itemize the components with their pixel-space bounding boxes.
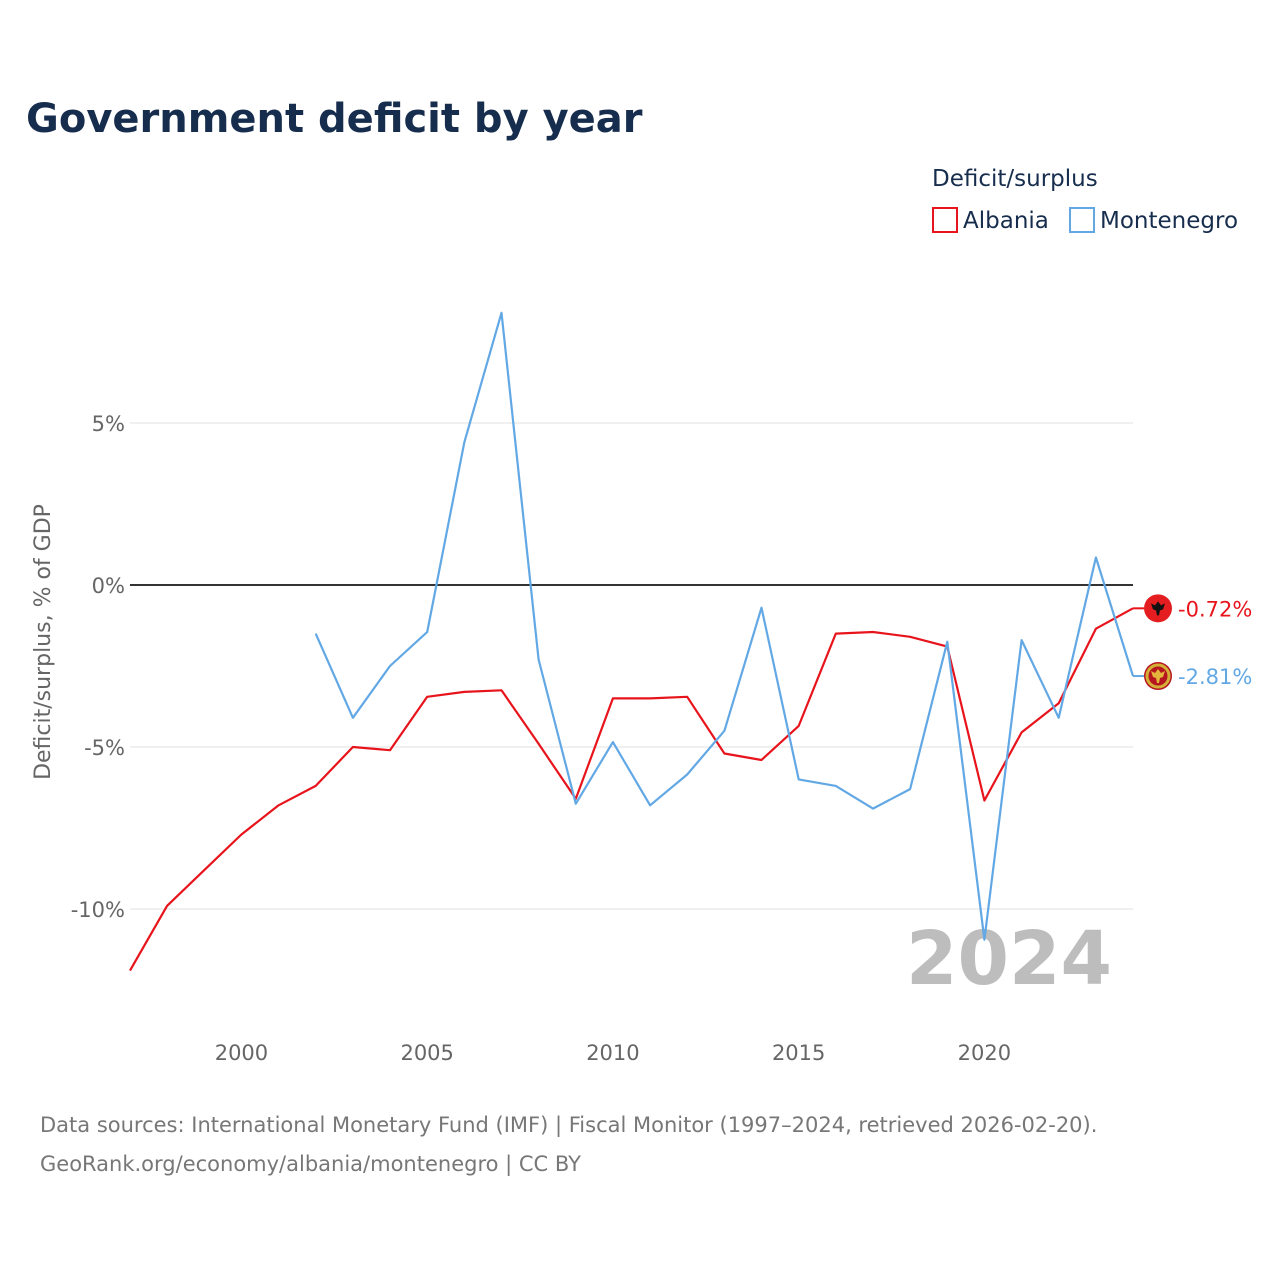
legend-label-albania: Albania — [963, 208, 1049, 234]
year-watermark: 2024 — [906, 916, 1112, 1002]
legend-label-montenegro: Montenegro — [1100, 208, 1238, 234]
chart-title: Government deficit by year — [26, 96, 643, 142]
montenegro-eagle-icon — [1151, 669, 1165, 684]
source-line-2[interactable]: GeoRank.org/economy/albania/montenegro |… — [40, 1152, 581, 1177]
y-tick-label: 5% — [92, 412, 125, 436]
legend-item-montenegro[interactable]: Montenegro — [1069, 207, 1238, 234]
gridlines — [130, 422, 1133, 910]
series-line-albania — [129, 607, 1134, 972]
legend-title: Deficit/surplus — [932, 166, 1098, 192]
y-tick-label: -10% — [71, 898, 125, 922]
series-lines — [129, 311, 1144, 972]
x-axis-ticks: 2000 2005 2010 2015 2020 — [215, 1041, 1011, 1065]
montenegro-end-label: -2.81% — [1178, 665, 1252, 689]
montenegro-flag-border — [1145, 663, 1171, 689]
x-tick-label: 2010 — [586, 1041, 639, 1065]
legend-swatch-albania — [932, 207, 958, 233]
albania-end-label: -0.72% — [1178, 597, 1252, 621]
y-tick-label: -5% — [84, 736, 125, 760]
y-axis-title: Deficit/surplus, % of GDP — [31, 504, 56, 780]
legend: Deficit/surplus Albania Montenegro — [932, 166, 1238, 234]
legend-swatch-montenegro — [1069, 207, 1095, 233]
albania-end-marker: -0.72% — [1144, 594, 1252, 623]
albania-eagle-icon — [1151, 601, 1165, 616]
series-montenegro — [314, 311, 1135, 941]
x-tick-label: 2020 — [958, 1041, 1011, 1065]
legend-item-albania[interactable]: Albania — [932, 207, 1049, 234]
y-tick-label: 0% — [92, 574, 125, 598]
y-axis-ticks: 5% 0% -5% -10% — [71, 412, 125, 922]
x-tick-label: 2000 — [215, 1041, 268, 1065]
x-tick-label: 2015 — [772, 1041, 825, 1065]
montenegro-end-marker: -2.81% — [1144, 662, 1252, 691]
series-albania — [129, 607, 1134, 972]
series-line-montenegro — [314, 311, 1135, 941]
source-line-1: Data sources: International Monetary Fun… — [40, 1113, 1097, 1138]
x-tick-label: 2005 — [400, 1041, 453, 1065]
